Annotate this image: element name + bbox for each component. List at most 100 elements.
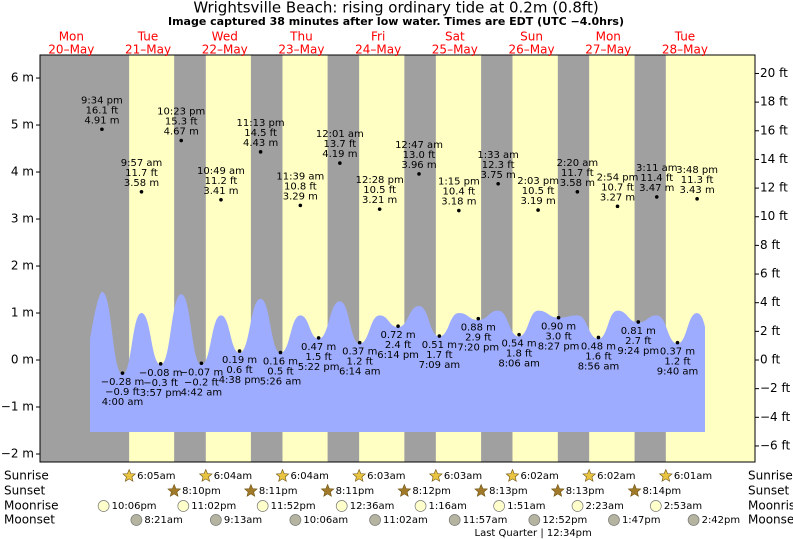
tide-point xyxy=(596,335,601,340)
tide-point xyxy=(298,203,303,208)
moonset-icon xyxy=(687,514,700,526)
y2-tick-label: −4 ft xyxy=(760,410,791,424)
tide-point xyxy=(654,195,659,199)
tide-label: 0.37 m xyxy=(342,347,377,358)
moonset-time: 10:06am xyxy=(303,515,348,526)
plot-frame xyxy=(39,54,756,463)
moonrise-time: 2:53am xyxy=(664,501,702,512)
tide-point xyxy=(179,138,184,143)
tide-label: 3.21 m xyxy=(362,195,397,206)
y-tick-label: 3 m xyxy=(11,212,34,226)
tide-label: 2.4 ft xyxy=(385,340,411,351)
moonset-time: 11:02am xyxy=(383,515,428,526)
tide-point xyxy=(437,334,442,338)
tide-label: 8:06 am xyxy=(498,359,540,370)
sunset-icon xyxy=(627,483,642,497)
tide-point xyxy=(316,336,321,340)
tide-label: 0.37 m xyxy=(660,347,695,358)
y-tick-label: 6 m xyxy=(11,71,34,85)
moonset-icon xyxy=(130,514,143,526)
row-label: Sunset xyxy=(748,484,789,498)
sunrise-time: 6:04am xyxy=(214,471,252,482)
tide-label: 10:49 am xyxy=(197,166,245,177)
tide-label: 4.67 m xyxy=(164,127,199,138)
sunset-time: 8:11pm xyxy=(336,486,375,497)
sunrise-time: 6:03am xyxy=(444,471,482,482)
y-tick-label: −1 m xyxy=(1,400,34,414)
tide-label: 0.16 m xyxy=(263,356,298,367)
tide-label: 11.2 ft xyxy=(205,176,238,187)
y2-tick-label: 12 ft xyxy=(760,181,788,195)
tide-label: 0.88 m xyxy=(461,323,496,334)
y-tick-label: 4 m xyxy=(11,165,34,179)
tide-label: 16.1 ft xyxy=(86,105,119,116)
moonset-icon xyxy=(448,514,461,526)
sunset-time: 8:11pm xyxy=(259,486,298,497)
day-name: Mon xyxy=(596,30,621,44)
sunset-icon xyxy=(243,483,258,497)
tide-label: 0.90 m xyxy=(541,322,576,333)
tide-label: 1.2 ft xyxy=(664,357,690,368)
moonset-icon xyxy=(528,514,541,526)
moonrise-icon xyxy=(97,500,110,512)
tide-label: 4.91 m xyxy=(84,115,119,126)
row-label: Moonset xyxy=(748,513,793,527)
day-date: 28–May xyxy=(662,43,708,57)
tide-label: 3.58 m xyxy=(560,178,595,189)
y-tick-label: 1 m xyxy=(11,306,34,320)
tide-label: 11:13 pm xyxy=(237,118,285,129)
tide-point xyxy=(556,315,561,320)
tide-label: 1.6 ft xyxy=(585,351,611,362)
tide-label: 2:20 am xyxy=(557,158,599,169)
moonrise-icon xyxy=(335,500,348,512)
moonset-time: 9:13am xyxy=(224,515,262,526)
tide-label: 8:56 am xyxy=(578,361,620,372)
y-tick-label: −2 m xyxy=(1,447,34,461)
moonset-time: 1:47pm xyxy=(622,515,661,526)
y2-tick-label: 2 ft xyxy=(760,324,780,338)
tide-label: −0.9 ft xyxy=(105,387,140,398)
moonset-time: 11:57am xyxy=(463,515,508,526)
day-date: 24–May xyxy=(355,43,401,57)
tide-label: −0.2 ft xyxy=(184,377,219,388)
moonrise-time: 11:52pm xyxy=(271,501,316,512)
tide-point xyxy=(695,197,699,201)
day-date: 20–May xyxy=(48,43,94,57)
tide-point xyxy=(100,127,104,132)
tide-label: 3.43 m xyxy=(680,185,715,196)
day-name: Fri xyxy=(371,30,385,44)
day-date: 21–May xyxy=(125,43,171,57)
sunrise-time: 6:05am xyxy=(137,471,175,482)
tide-label: 4:38 pm xyxy=(219,375,261,386)
tide-label: 3:57 pm xyxy=(140,388,182,399)
day-name: Sun xyxy=(520,30,543,44)
moonrise-icon xyxy=(414,500,427,512)
tide-label: 1:15 pm xyxy=(438,177,480,188)
day-name: Mon xyxy=(59,30,84,44)
y-tick-label: 5 m xyxy=(11,118,34,132)
sunset-icon xyxy=(320,483,335,497)
tide-label: 1.5 ft xyxy=(305,352,331,363)
sunrise-icon xyxy=(198,468,213,482)
y2-tick-label: 6 ft xyxy=(760,267,780,281)
moonrise-icon xyxy=(256,500,269,512)
tide-label: 3.29 m xyxy=(283,191,318,202)
row-label: Moonset xyxy=(4,513,55,527)
day-date: 23–May xyxy=(278,43,324,57)
tide-label: 11.4 ft xyxy=(640,173,673,184)
tide-point xyxy=(158,361,163,366)
sunrise-icon xyxy=(122,468,137,482)
moonrise-icon xyxy=(177,500,190,512)
tide-label: 1:33 am xyxy=(477,150,519,161)
tide-label: 2:03 pm xyxy=(517,176,559,187)
y2-tick-label: 8 ft xyxy=(760,238,780,252)
y2-tick-label: 14 ft xyxy=(760,152,788,166)
moonrise-time: 10:06pm xyxy=(112,501,157,512)
y-tick-label: 2 m xyxy=(11,259,34,273)
tide-label: 11.7 ft xyxy=(125,168,158,179)
tide-point xyxy=(536,208,540,212)
sunrise-icon xyxy=(505,468,520,482)
day-date: 22–May xyxy=(202,43,248,57)
tide-label: 8:27 pm xyxy=(538,342,580,353)
